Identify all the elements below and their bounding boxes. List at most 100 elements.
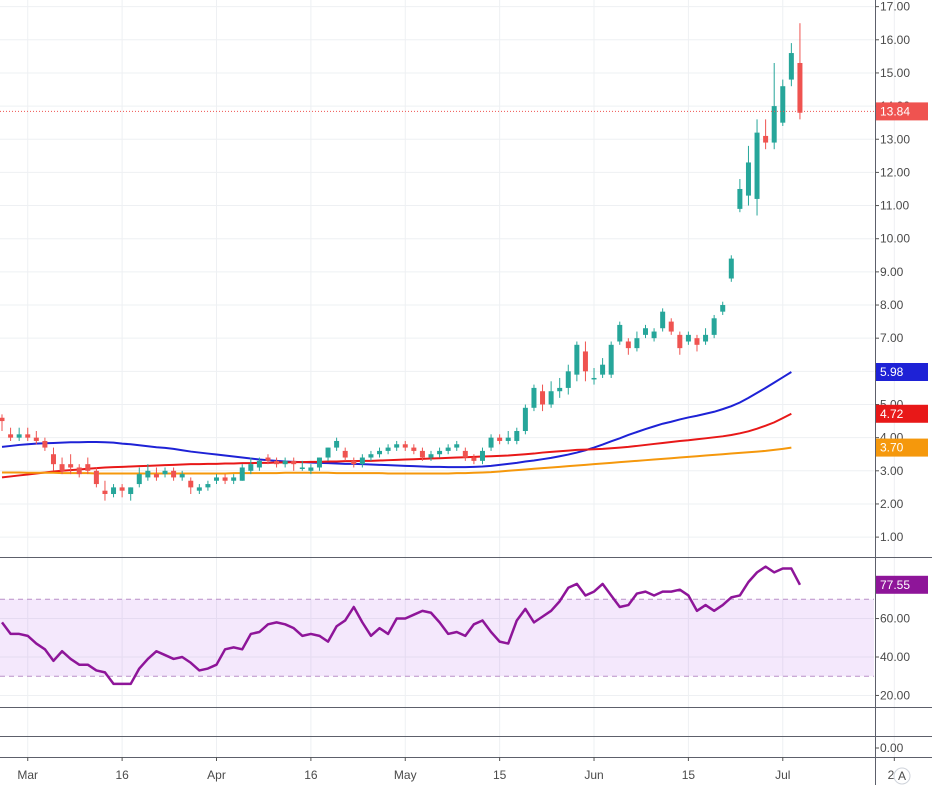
- candle: [565, 364, 571, 395]
- candle: [248, 457, 254, 475]
- ma-badge-2-text: 4.72: [880, 407, 904, 421]
- candle-body: [737, 188, 743, 209]
- candle-body: [162, 470, 168, 475]
- candle: [505, 431, 511, 445]
- candle-body: [454, 444, 460, 448]
- candle: [205, 480, 211, 491]
- candle: [548, 381, 554, 408]
- candle-body: [214, 477, 219, 481]
- price-tick-label: 16.00: [880, 33, 910, 47]
- candle: [385, 444, 391, 455]
- candle: [342, 447, 348, 461]
- candle-body: [600, 364, 606, 375]
- candle-body: [660, 311, 666, 329]
- auto-scale-circle: [893, 767, 911, 785]
- moving-average-3: [2, 446, 792, 475]
- candle: [514, 427, 520, 445]
- auto-scale-button[interactable]: A: [893, 767, 911, 785]
- candle: [428, 450, 434, 461]
- candle: [531, 384, 537, 412]
- candle-body: [514, 431, 520, 441]
- candle: [411, 444, 417, 455]
- candle: [462, 447, 468, 461]
- candle: [754, 119, 760, 216]
- candle: [471, 454, 477, 465]
- candle-body: [188, 480, 194, 488]
- candle-body: [308, 467, 314, 471]
- rsi-badge: 77.55: [876, 575, 928, 594]
- candle-body: [677, 334, 683, 349]
- candle: [16, 427, 22, 441]
- candle: [188, 477, 194, 495]
- last-price-badge: 13.84: [876, 102, 928, 121]
- candle-body: [419, 450, 425, 458]
- candle-body: [153, 474, 159, 478]
- price-tick-label: 7.00: [880, 331, 904, 345]
- candle: [111, 484, 117, 498]
- candle-body: [540, 391, 546, 405]
- candle: [522, 404, 528, 435]
- price-tick-label: 9.00: [880, 265, 904, 279]
- candle: [162, 467, 168, 478]
- candle-body: [531, 387, 537, 408]
- candle-body: [462, 450, 468, 458]
- time-tick-label: Jul: [775, 768, 790, 782]
- candle: [282, 457, 288, 468]
- candle-body: [694, 338, 700, 345]
- candle: [25, 427, 31, 441]
- candlestick-series[interactable]: [0, 23, 874, 501]
- candle-body: [479, 450, 485, 461]
- candle-body: [797, 62, 803, 113]
- time-tick-label: 16: [304, 768, 318, 782]
- candle-body: [565, 371, 571, 388]
- candle-body: [505, 437, 511, 441]
- candle-body: [728, 258, 734, 279]
- candle: [703, 328, 709, 345]
- candle: [299, 460, 305, 471]
- candle: [85, 457, 91, 475]
- candle-body: [754, 132, 760, 199]
- candle: [179, 470, 185, 481]
- candle-body: [497, 437, 503, 441]
- price-tick-label: 10.00: [880, 232, 910, 246]
- candle: [325, 447, 331, 461]
- candle: [368, 450, 374, 461]
- candle-body: [231, 477, 237, 481]
- price-tick-label: 1.00: [880, 530, 904, 544]
- candle: [677, 331, 683, 355]
- candle: [780, 79, 786, 126]
- candle: [308, 464, 314, 475]
- candle: [145, 464, 151, 481]
- candle-body: [643, 328, 648, 335]
- candle: [745, 145, 751, 206]
- candle: [625, 338, 631, 355]
- candle-body: [625, 341, 631, 349]
- candle-body: [248, 464, 254, 471]
- candle: [128, 487, 134, 501]
- price-tick-label: 8.00: [880, 298, 904, 312]
- rsi-tick-label: 60.00: [880, 612, 910, 626]
- rsi-tick-label: 40.00: [880, 650, 910, 664]
- time-tick-label: 16: [115, 768, 129, 782]
- price-tick-label: 2.00: [880, 497, 904, 511]
- candle: [50, 447, 56, 471]
- candle-body: [368, 454, 374, 458]
- price-tick-label: 3.00: [880, 464, 904, 478]
- candle-body: [59, 464, 65, 471]
- price-tick-label: 11.00: [880, 199, 909, 213]
- ma-badge-2: 4.72: [876, 404, 928, 423]
- candle: [291, 457, 297, 471]
- candle-body: [617, 324, 623, 342]
- candle: [419, 447, 425, 461]
- candle: [119, 484, 125, 498]
- rsi-series: [0, 565, 802, 686]
- candle-body: [608, 344, 614, 375]
- candle: [231, 474, 237, 485]
- ma-badge-3-text: 3.70: [880, 441, 904, 455]
- candle-body: [42, 440, 48, 448]
- candle-body: [282, 460, 288, 465]
- candle: [265, 454, 271, 465]
- time-axis[interactable]: Mar16Apr16May15Jun15Jul20A: [17, 757, 911, 785]
